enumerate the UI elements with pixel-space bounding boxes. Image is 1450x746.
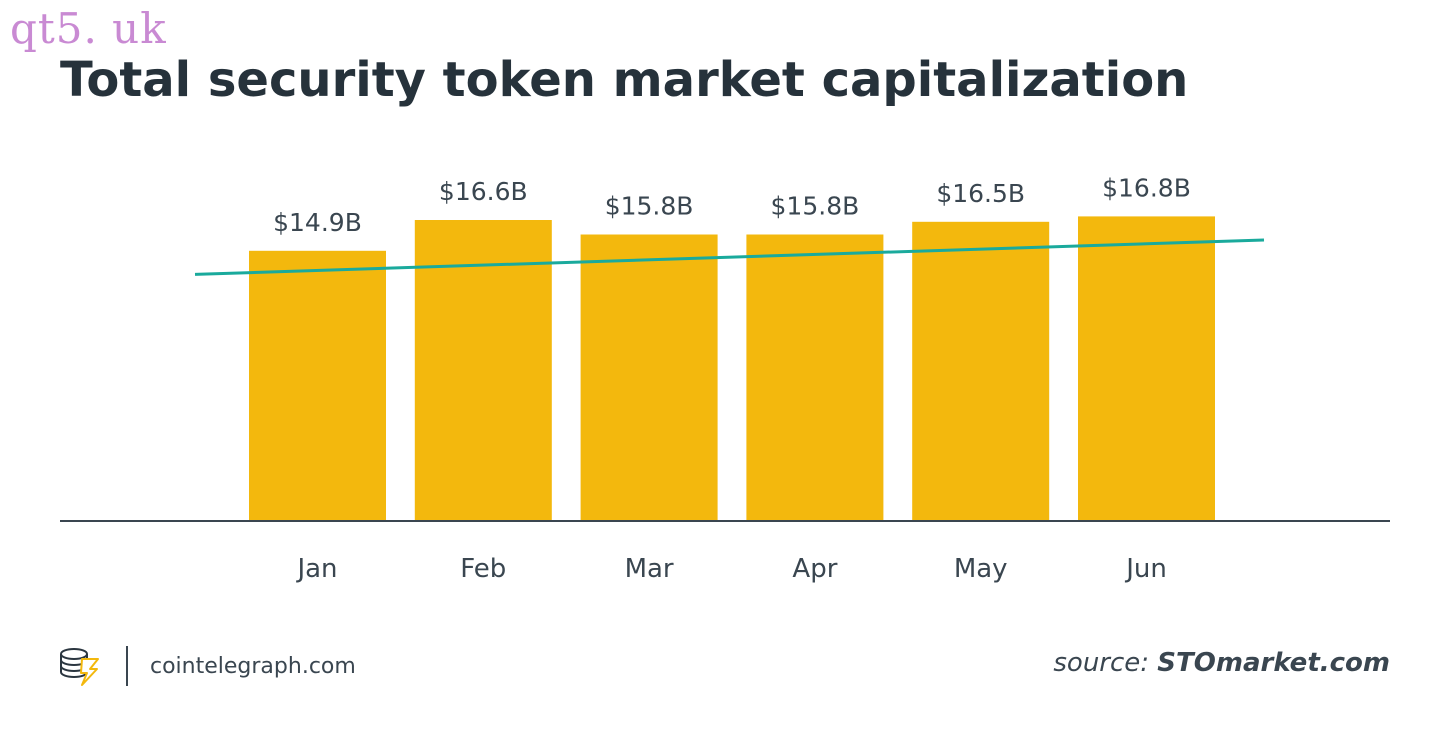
category-labels-group: Jan Feb Mar Apr May Jun [295, 554, 1166, 584]
chart-title: Total security token market capitalizati… [60, 52, 1189, 108]
category-label-jan: Jan [295, 554, 337, 584]
value-labels-group: $14.9B $16.6B $15.8B $15.8B $16.5B $16.8B [273, 173, 1191, 236]
value-label-apr: $15.8B [771, 192, 860, 221]
category-label-apr: Apr [792, 554, 837, 584]
bar-may [912, 221, 1050, 522]
category-label-mar: Mar [625, 554, 674, 584]
source-prefix: source: [1053, 648, 1158, 678]
bars-group [249, 216, 1215, 522]
value-label-mar: $15.8B [605, 192, 694, 221]
value-label-feb: $16.6B [439, 177, 528, 206]
bar-jun [1078, 216, 1215, 521]
footer-brand-link[interactable]: cointelegraph.com [150, 653, 356, 679]
category-label-jun: Jun [1124, 554, 1167, 584]
footer-divider [126, 646, 128, 686]
value-label-jun: $16.8B [1102, 173, 1191, 202]
bar-feb [414, 220, 552, 521]
cointelegraph-logo-icon [60, 648, 99, 686]
value-label-jan: $14.9B [273, 208, 362, 237]
category-label-feb: Feb [460, 554, 506, 584]
source-name-link[interactable]: STOmarket.com [1157, 648, 1390, 678]
watermark: qt5. uk [10, 4, 167, 53]
category-label-may: May [954, 554, 1008, 584]
bar-mar [580, 234, 718, 521]
footer-source: source: STOmarket.com [1053, 648, 1390, 678]
bar-jan [249, 250, 386, 522]
footer-brand-area: cointelegraph.com [58, 645, 356, 687]
value-label-may: $16.5B [936, 179, 1025, 208]
trend-line [194, 238, 1265, 276]
bar-apr [746, 234, 884, 521]
